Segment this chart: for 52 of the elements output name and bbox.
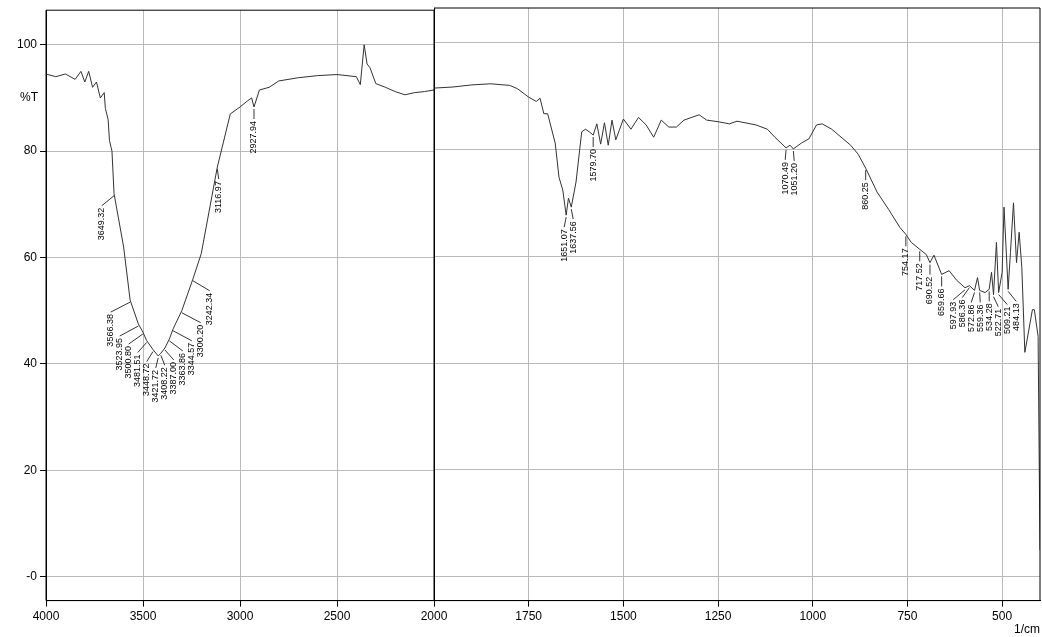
annotation: 690.52 [924,276,935,305]
annotation: 3363.86 [177,352,188,386]
annotation: 1579.70 [587,149,598,182]
annotation: 534.28 [983,303,994,331]
annotation: 3116.97 [213,181,224,213]
annotation: 754.17 [900,248,911,276]
x-tick-label: 1500 [610,609,638,624]
annotation: 572.86 [965,304,976,332]
annotation: 717.52 [914,263,925,291]
annotation: 3387.00 [168,361,179,395]
annotation: 1051.20 [788,162,799,196]
y-tick-label: 20 [23,462,38,477]
x-tick-label: 750 [897,609,918,624]
x-tick-label: 2500 [323,609,351,624]
annotation: 3408.22 [159,367,170,400]
annotation: 586.36 [956,299,967,328]
x-tick-label: 4000 [32,609,60,624]
annotation: 522.71 [992,308,1003,337]
annotation: 3649.32 [96,207,107,241]
annotation: 597.93 [947,301,958,330]
annotation: 559.36 [974,304,985,332]
annotation: 3242.34 [204,292,215,326]
x-tick-label: 1250 [704,609,732,624]
x-tick-label: 3000 [226,609,254,624]
y-tick-label: 100 [16,37,38,52]
annotation: 3566.38 [105,314,116,347]
annotation: 3448.72 [141,363,152,397]
annotation: 2927.94 [248,121,259,154]
x-tick-label: 3500 [129,609,157,624]
annotation: 3421.72 [150,369,161,403]
annotation: 509.21 [1001,306,1012,335]
x-tick-label: 1750 [515,609,543,624]
annotation: 3523.95 [114,338,125,371]
annotation: 3481.51 [132,354,143,388]
x-tick-label: 1000 [799,609,827,624]
annotation: 484.13 [1010,303,1021,331]
annotation: 3500.80 [123,345,134,379]
annotation: 3344.57 [186,342,197,376]
x-tick-label: 500 [992,609,1013,624]
annotation: 860.25 [860,182,871,210]
annotation: 3300.20 [195,324,206,358]
annotation: 659.66 [936,288,947,316]
annotation: 1651.07 [558,229,569,262]
x-axis-title: 1/cm [1013,622,1040,637]
y-tick-label: -0 [26,568,38,583]
annotation: 1070.49 [779,161,790,195]
x-tick-label: 2000 [420,609,448,624]
y-tick-label: 40 [23,356,38,371]
y-axis-title: %T [20,90,39,105]
y-tick-label: 60 [23,249,38,264]
annotation: 1637.56 [567,221,578,254]
y-tick-label: 80 [23,143,38,158]
